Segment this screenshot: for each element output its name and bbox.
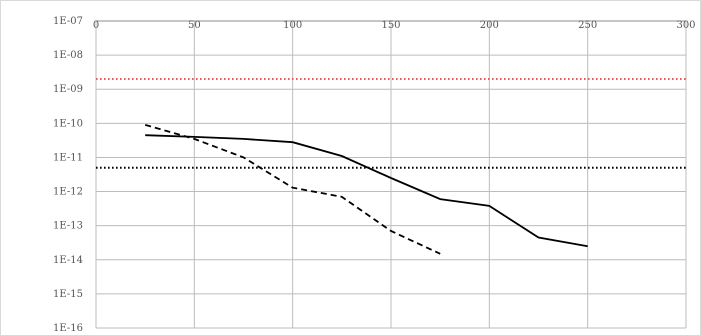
y-tick-labels: 1E-07 1E-08 1E-09 1E-10 1E-11 1E-12 1E-13 1E-14…	[53, 16, 83, 334]
x-tick-label: 300	[676, 20, 695, 31]
grid-lines	[95, 20, 687, 329]
x-tick-labels: 0 50 100 150 200 250 300	[93, 20, 696, 31]
x-tick-label: 200	[480, 20, 499, 31]
y-tick-label: 1E-16	[53, 323, 83, 334]
series-solid-line-0	[145, 134, 588, 248]
x-tick-label: 0	[93, 20, 99, 31]
y-tick-label: 1E-10	[53, 118, 83, 129]
y-tick-label: 1E-12	[53, 187, 83, 198]
x-tick-label: 50	[188, 20, 201, 31]
y-tick-label: 1E-08	[53, 50, 83, 61]
series-layer	[96, 78, 686, 255]
y-tick-label: 1E-13	[53, 221, 83, 232]
y-tick-label: 1E-07	[53, 16, 83, 27]
x-tick-label: 150	[381, 20, 400, 31]
y-tick-label: 1E-11	[53, 152, 83, 163]
y-tick-label: 1E-15	[53, 289, 83, 300]
y-tick-label: 1E-09	[53, 84, 83, 95]
x-tick-label: 250	[578, 20, 597, 31]
series-dashed-line-1	[144, 124, 441, 255]
y-tick-label: 1E-14	[53, 255, 83, 266]
x-tick-label: 100	[283, 20, 302, 31]
